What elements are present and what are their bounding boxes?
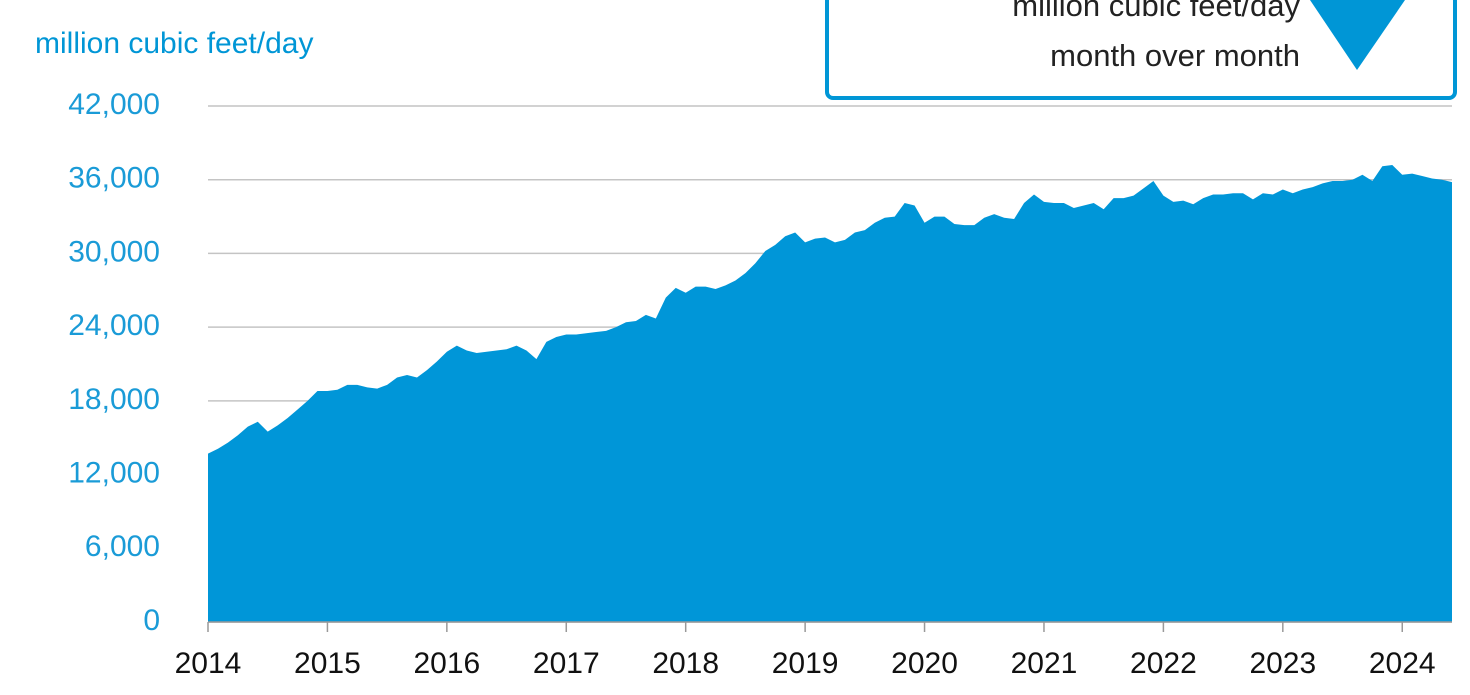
annotation-text: month over month <box>1050 38 1300 73</box>
x-tick-label: 2019 <box>772 647 839 680</box>
y-tick-label: 12,000 <box>68 456 160 489</box>
x-tick-label: 2017 <box>533 647 600 680</box>
x-tick-label: 2020 <box>891 647 958 680</box>
x-tick-label: 2018 <box>652 647 719 680</box>
x-tick-label: 2014 <box>175 647 242 680</box>
chart-subtitle: million cubic feet/day <box>35 27 313 60</box>
y-tick-label: 6,000 <box>85 530 160 563</box>
y-tick-label: 36,000 <box>68 162 160 195</box>
annotation-text: million cubic feet/day <box>1012 0 1300 23</box>
down-arrow <box>1310 0 1405 70</box>
area <box>208 164 1452 622</box>
annotation-box <box>825 0 1457 100</box>
y-tick-label: 0 <box>143 604 160 637</box>
x-tick-label: 2022 <box>1130 647 1197 680</box>
x-tick-label: 2023 <box>1249 647 1316 680</box>
x-tick-label: 2015 <box>294 647 361 680</box>
x-tick-label: 2024 <box>1369 647 1436 680</box>
y-tick-label: 42,000 <box>68 88 160 121</box>
y-tick-label: 18,000 <box>68 383 160 416</box>
y-tick-label: 30,000 <box>68 235 160 268</box>
y-tick-label: 24,000 <box>68 309 160 342</box>
x-tick-label: 2016 <box>413 647 480 680</box>
x-tick-label: 2021 <box>1011 647 1078 680</box>
